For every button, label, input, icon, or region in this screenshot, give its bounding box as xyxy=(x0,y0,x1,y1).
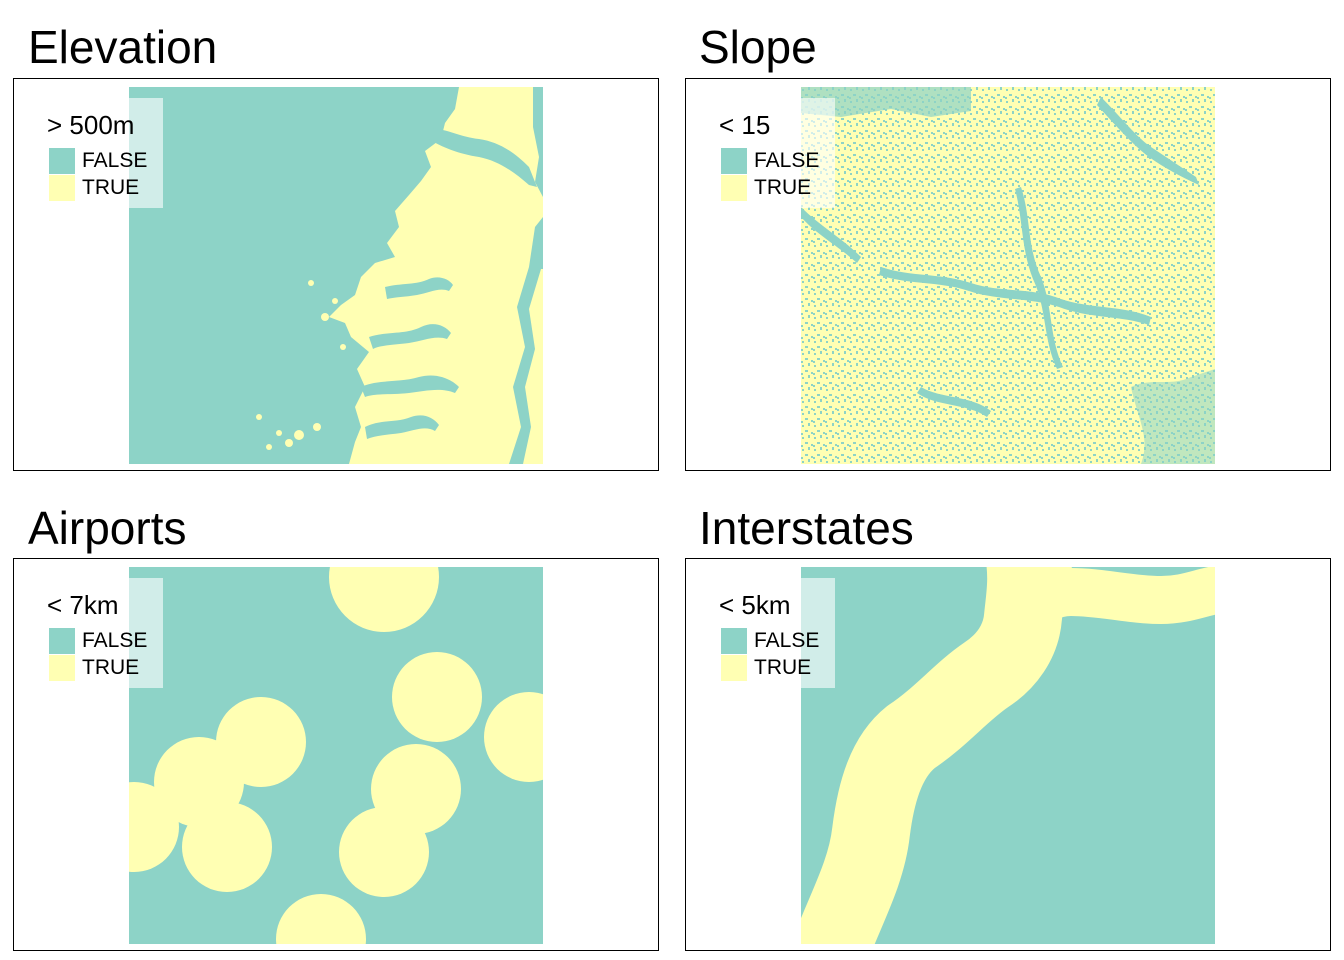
legend-swatch-false xyxy=(721,148,747,174)
legend-label-false: FALSE xyxy=(754,149,820,172)
airport-buffer xyxy=(339,807,429,897)
panel-title-elevation: Elevation xyxy=(28,21,218,73)
legend-label-true: TRUE xyxy=(754,176,812,199)
legend-swatch-true xyxy=(49,175,75,201)
map-elevation xyxy=(129,87,543,464)
legend-swatch-false xyxy=(49,628,75,654)
legend-swatch-false xyxy=(721,628,747,654)
legend-airports: < 7km FALSE TRUE xyxy=(37,578,163,688)
panel-title-slope: Slope xyxy=(699,21,817,73)
legend-swatch-false xyxy=(49,148,75,174)
legend-label-false: FALSE xyxy=(82,149,148,172)
legend-slope: < 15 FALSE TRUE xyxy=(709,98,835,208)
map-interstates xyxy=(801,567,1215,944)
airport-buffer xyxy=(484,692,543,782)
legend-elevation: > 500m FALSE TRUE xyxy=(37,98,163,208)
map-airports xyxy=(129,567,543,944)
legend-label-true: TRUE xyxy=(754,656,812,679)
legend-label-true: TRUE xyxy=(82,656,140,679)
map-slope xyxy=(801,87,1215,464)
legend-swatch-true xyxy=(721,175,747,201)
legend-label-true: TRUE xyxy=(82,176,140,199)
airport-buffer xyxy=(329,567,439,632)
airport-buffer xyxy=(129,782,179,872)
interstate-buffer xyxy=(1003,567,1073,627)
legend-label-false: FALSE xyxy=(82,629,148,652)
legend-label-false: FALSE xyxy=(754,629,820,652)
legend-swatch-true xyxy=(49,655,75,681)
panel-title-interstates: Interstates xyxy=(699,502,914,554)
legend-title: < 7km xyxy=(47,590,119,620)
legend-title: < 15 xyxy=(719,110,771,140)
airport-buffer xyxy=(392,652,482,742)
panel-title-airports: Airports xyxy=(28,502,187,554)
airport-buffer xyxy=(276,894,366,944)
legend-title: < 5km xyxy=(719,590,791,620)
airport-buffer xyxy=(182,802,272,892)
legend-swatch-true xyxy=(721,655,747,681)
legend-interstates: < 5km FALSE TRUE xyxy=(709,578,835,688)
legend-title: > 500m xyxy=(47,110,135,140)
